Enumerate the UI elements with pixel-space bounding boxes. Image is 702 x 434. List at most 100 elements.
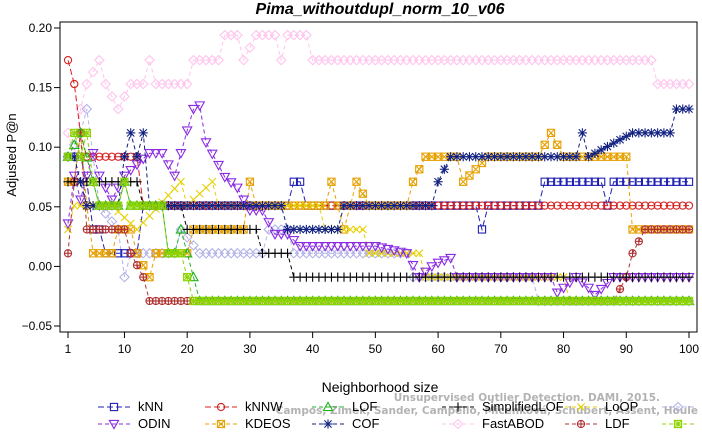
data-point-odin (194, 101, 206, 112)
data-point-knnw (647, 201, 656, 210)
data-point-knnw (571, 201, 581, 210)
data-point-knnw (70, 79, 79, 89)
data-point-simplifiedlof (251, 224, 261, 235)
legend-label: KDEOS (245, 416, 291, 431)
data-point-cof (395, 201, 406, 211)
data-point-ldof (119, 271, 130, 283)
legend-marker (576, 419, 586, 429)
data-point-inflo (63, 152, 73, 161)
x-tick-label: 50 (369, 342, 383, 356)
data-point-knn (540, 177, 549, 186)
data-point-knnw (634, 201, 643, 210)
data-point-knn (571, 177, 581, 186)
data-point-odin (150, 149, 162, 159)
x-tick-label: 80 (557, 342, 571, 356)
legend-marker (108, 419, 120, 430)
data-point-knn (114, 249, 123, 258)
data-point-knnw (107, 152, 117, 161)
data-point-odin (394, 247, 406, 258)
data-point-knnw (502, 201, 512, 210)
data-point-kdeos (245, 177, 255, 186)
data-point-kdeos (553, 140, 562, 149)
legend-item-loop: LoOP (565, 399, 638, 414)
data-point-odin (106, 195, 118, 206)
data-point-odin (369, 241, 381, 252)
watermark-line-0: Campos, Zimek, Sander, Campello, Micenko… (276, 405, 698, 417)
data-point-fastabod (144, 54, 155, 66)
data-point-odin (231, 183, 243, 194)
legend-label: LOF (352, 399, 377, 414)
data-point-inflo (88, 177, 98, 186)
data-point-odin (156, 149, 168, 159)
data-point-knn (653, 177, 662, 186)
data-point-knnw (528, 201, 537, 210)
data-point-loop (371, 249, 380, 258)
data-point-knn (590, 177, 600, 186)
data-point-knnw (534, 201, 543, 210)
data-point-odin (219, 172, 231, 183)
data-point-ldf (120, 225, 129, 234)
legend-label: SimplifiedLOF (482, 399, 564, 414)
data-point-knnw (584, 201, 593, 210)
data-point-knnw (515, 201, 524, 210)
data-point-odin (300, 241, 312, 252)
data-point-cof (138, 128, 148, 138)
data-point-knn (640, 177, 650, 186)
data-point-cof (301, 224, 311, 235)
data-point-cof (220, 201, 230, 211)
data-point-knnw (666, 201, 675, 210)
data-point-kdeos (321, 201, 330, 210)
data-point-fastabod (269, 29, 281, 41)
data-point-loop (170, 184, 179, 193)
series-line-fastabod (67, 34, 689, 157)
legend-item-knnw: kNNW (205, 399, 283, 414)
data-point-knn (546, 177, 556, 186)
data-point-loop (176, 177, 185, 186)
data-point-loop (346, 225, 355, 234)
series-line-simplifiedlof (68, 181, 689, 278)
legend-marker (216, 402, 226, 412)
data-point-fastabod (300, 29, 312, 41)
data-point-cof (433, 177, 443, 187)
data-point-knnw (578, 201, 587, 210)
data-point-fastabod (231, 29, 243, 41)
data-point-cof (540, 152, 550, 162)
data-point-odin (169, 171, 181, 182)
data-point-fastabod (238, 54, 250, 66)
data-point-knn (584, 177, 593, 186)
data-point-loop (358, 225, 367, 234)
data-point-ldof (175, 224, 187, 235)
y-tick-label: 0.20 (29, 21, 53, 35)
data-point-odin (589, 290, 601, 301)
data-point-fastabod (213, 54, 224, 66)
data-point-simplifiedlof (132, 177, 142, 187)
data-point-inflo (82, 128, 91, 138)
data-point-knn (647, 177, 656, 186)
watermark: Campos, Zimek, Sander, Campello, Micenko… (276, 392, 698, 417)
data-point-knnw (653, 201, 662, 210)
data-point-odin (87, 149, 99, 159)
series-line-loop (67, 180, 689, 302)
data-point-fastabod (645, 54, 657, 66)
data-point-loop (195, 189, 204, 198)
data-point-kdeos (107, 249, 117, 258)
data-point-odin (595, 284, 607, 295)
data-point-knn (609, 177, 618, 186)
data-point-fastabod (119, 91, 130, 102)
data-point-odin (325, 241, 337, 252)
data-point-odin (338, 241, 350, 252)
data-point-ldf (634, 237, 643, 246)
data-point-loop (139, 218, 148, 227)
data-point-inflo (157, 201, 167, 210)
data-point-loop (189, 195, 198, 204)
data-point-odin (445, 253, 457, 264)
data-point-odin (275, 230, 287, 240)
series-inflo (63, 128, 694, 306)
data-point-loop (352, 225, 361, 234)
data-point-odin (332, 241, 344, 252)
data-point-lof (68, 139, 80, 149)
x-tick-label: 100 (679, 342, 699, 356)
data-point-knnw (672, 201, 681, 210)
data-point-odin (118, 171, 130, 182)
data-point-knn (628, 177, 637, 186)
